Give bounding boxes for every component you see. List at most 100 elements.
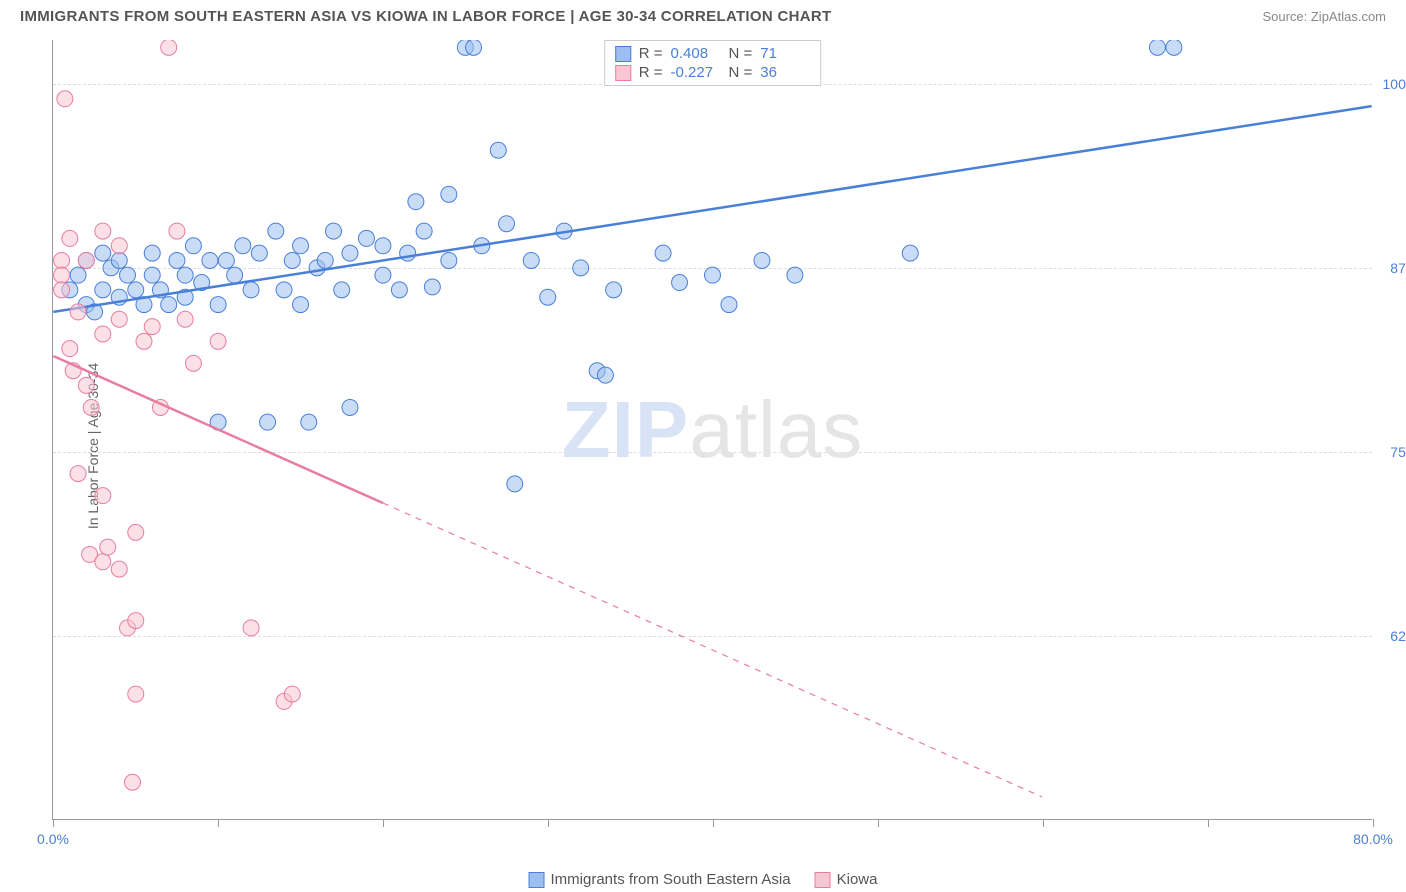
scatter-point — [441, 252, 457, 268]
scatter-point — [606, 282, 622, 298]
x-tick — [1043, 819, 1044, 827]
scatter-point — [1166, 40, 1182, 55]
scatter-point — [78, 377, 94, 393]
r-value-series2: -0.227 — [671, 64, 721, 81]
scatter-point — [235, 238, 251, 254]
scatter-point — [424, 279, 440, 295]
scatter-point — [284, 252, 300, 268]
trend-line-dashed — [383, 503, 1042, 797]
scatter-point — [95, 326, 111, 342]
scatter-point — [62, 341, 78, 357]
scatter-point — [655, 245, 671, 261]
scatter-point — [293, 238, 309, 254]
legend-item-series2: Kiowa — [815, 871, 878, 888]
scatter-point — [301, 414, 317, 430]
legend-swatch-series2 — [815, 872, 831, 888]
scatter-point — [128, 524, 144, 540]
scatter-point — [490, 142, 506, 158]
scatter-point — [210, 333, 226, 349]
scatter-point — [325, 223, 341, 239]
scatter-point — [95, 488, 111, 504]
legend-label-series2: Kiowa — [837, 871, 878, 888]
legend-label-series1: Immigrants from South Eastern Asia — [551, 871, 791, 888]
scatter-point — [78, 252, 94, 268]
legend-swatch-series1 — [529, 872, 545, 888]
scatter-point — [787, 267, 803, 283]
stats-legend: R = 0.408 N = 71 R = -0.227 N = 36 — [604, 40, 822, 86]
stats-row-series2: R = -0.227 N = 36 — [615, 64, 811, 81]
scatter-point — [276, 282, 292, 298]
scatter-point — [185, 238, 201, 254]
scatter-point — [70, 304, 86, 320]
y-tick-label: 100.0% — [1383, 76, 1406, 92]
scatter-point — [124, 774, 140, 790]
scatter-point — [144, 319, 160, 335]
trend-line-solid — [53, 356, 383, 503]
scatter-point — [227, 267, 243, 283]
scatter-point — [70, 267, 86, 283]
x-tick-label: 0.0% — [37, 831, 69, 847]
scatter-point — [523, 252, 539, 268]
scatter-point — [391, 282, 407, 298]
y-tick-label: 87.5% — [1390, 260, 1406, 276]
scatter-point — [177, 311, 193, 327]
scatter-point — [161, 40, 177, 55]
scatter-point — [54, 267, 70, 283]
scatter-point — [466, 40, 482, 55]
scatter-point — [243, 282, 259, 298]
scatter-point — [144, 245, 160, 261]
y-tick-label: 62.5% — [1390, 628, 1406, 644]
scatter-point — [70, 466, 86, 482]
scatter-point — [507, 476, 523, 492]
x-tick-label: 80.0% — [1353, 831, 1393, 847]
scatter-point — [317, 252, 333, 268]
scatter-point — [573, 260, 589, 276]
y-tick-label: 75.0% — [1390, 444, 1406, 460]
x-tick — [1373, 819, 1374, 827]
scatter-point — [100, 539, 116, 555]
scatter-point — [177, 267, 193, 283]
scatter-point — [293, 297, 309, 313]
scatter-point — [540, 289, 556, 305]
x-tick — [1208, 819, 1209, 827]
scatter-point — [128, 613, 144, 629]
scatter-point — [111, 561, 127, 577]
scatter-point — [721, 297, 737, 313]
scatter-point — [499, 216, 515, 232]
scatter-point — [342, 399, 358, 415]
scatter-point — [128, 282, 144, 298]
scatter-point — [62, 230, 78, 246]
scatter-point — [902, 245, 918, 261]
scatter-point — [185, 355, 201, 371]
scatter-point — [243, 620, 259, 636]
x-tick — [53, 819, 54, 827]
scatter-point — [95, 554, 111, 570]
scatter-point — [210, 297, 226, 313]
scatter-point — [672, 275, 688, 291]
chart-source: Source: ZipAtlas.com — [1262, 9, 1386, 24]
scatter-point — [144, 267, 160, 283]
chart-plot-area: ZIPatlas R = 0.408 N = 71 R = -0.227 N =… — [52, 40, 1372, 820]
scatter-point — [358, 230, 374, 246]
scatter-point — [54, 252, 70, 268]
scatter-point — [161, 297, 177, 313]
scatter-point — [251, 245, 267, 261]
x-tick — [548, 819, 549, 827]
scatter-point — [334, 282, 350, 298]
scatter-point — [169, 252, 185, 268]
scatter-point — [111, 252, 127, 268]
scatter-point — [408, 194, 424, 210]
scatter-point — [57, 91, 73, 107]
scatter-point — [95, 245, 111, 261]
r-value-series1: 0.408 — [671, 45, 721, 62]
scatter-point — [754, 252, 770, 268]
scatter-point — [268, 223, 284, 239]
scatter-point — [284, 686, 300, 702]
series-legend: Immigrants from South Eastern Asia Kiowa — [529, 871, 878, 888]
chart-header: IMMIGRANTS FROM SOUTH EASTERN ASIA VS KI… — [0, 0, 1406, 29]
scatter-point — [375, 238, 391, 254]
scatter-point — [416, 223, 432, 239]
r-label: R = — [639, 64, 663, 81]
n-label: N = — [729, 45, 753, 62]
scatter-point — [597, 367, 613, 383]
